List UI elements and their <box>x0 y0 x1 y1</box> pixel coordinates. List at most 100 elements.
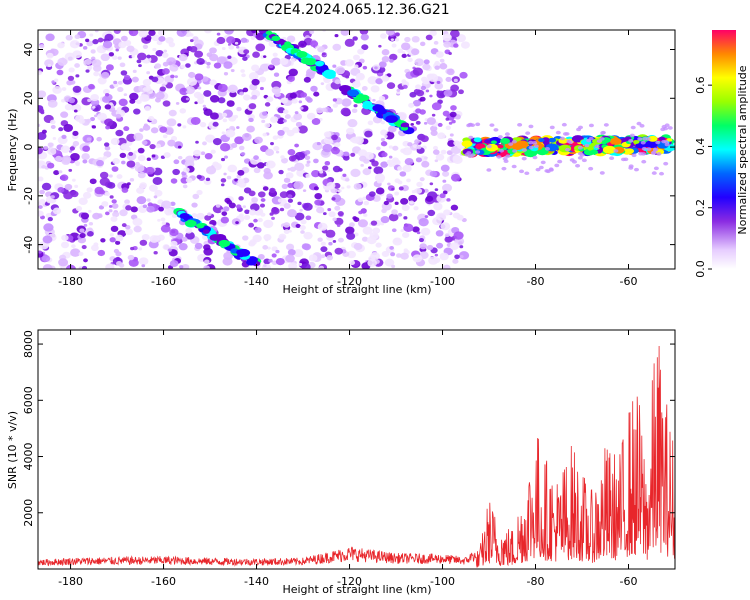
spectrogram-blob <box>228 45 235 50</box>
spectrogram-halo-blob <box>554 163 560 168</box>
spectrogram-feature-blob <box>587 146 594 151</box>
spectrogram-blob <box>72 85 82 93</box>
spectrogram-blob <box>90 244 99 252</box>
spectrogram-halo-blob <box>613 149 619 153</box>
spectrogram-blob <box>38 132 47 140</box>
spectrogram-blob <box>311 117 321 126</box>
spectrogram-blob <box>132 217 143 227</box>
spectrogram-blob <box>165 212 170 216</box>
spectrogram-blob <box>288 68 298 77</box>
spectrogram-blob <box>352 36 358 41</box>
spectrogram-blob <box>185 231 195 240</box>
spectrogram-blob <box>391 209 398 215</box>
spectrogram-halo-blob <box>486 144 492 149</box>
spectrogram-blob <box>135 99 142 105</box>
spectrogram-blob <box>129 31 134 35</box>
spectrogram-blob <box>266 96 274 103</box>
x-tick-label: -100 <box>430 275 455 288</box>
spectrogram-blob <box>47 162 55 169</box>
snr-line-layer <box>38 345 675 568</box>
spectrogram-blob <box>419 109 426 115</box>
spectrogram-blob <box>81 153 90 161</box>
spectrogram-blob <box>420 85 427 91</box>
spectrogram-blob <box>253 167 261 174</box>
spectrogram-blob <box>68 67 75 73</box>
spectrogram-blob <box>331 147 340 155</box>
spectrogram-blob <box>390 38 395 42</box>
spectrogram-blob <box>116 260 123 266</box>
spectrogram-blob <box>196 174 202 180</box>
spectrogram-blob <box>151 76 159 83</box>
spectrogram-blob <box>294 111 299 115</box>
spectrogram-blob <box>148 30 156 36</box>
spectrogram-blob <box>193 149 202 157</box>
spectrogram-blob <box>301 243 310 250</box>
spectrogram-blob <box>334 79 341 85</box>
spectrogram-blob <box>240 152 246 156</box>
spectrogram-halo-blob <box>599 137 605 141</box>
spectrogram-blob <box>427 209 436 217</box>
spectrogram-blob <box>89 178 97 185</box>
spectrogram-blob <box>161 221 167 226</box>
spectrogram-blob <box>70 248 81 257</box>
spectrogram-blob <box>204 214 212 221</box>
spectrogram-blob <box>256 162 265 169</box>
spectrogram-blob <box>432 145 439 151</box>
spectrogram-blob <box>259 63 270 72</box>
spectrogram-blob <box>259 203 266 208</box>
spectrogram-blob <box>419 177 425 182</box>
spectrogram-blob <box>293 113 303 121</box>
spectrogram-blob <box>342 173 347 178</box>
spectrogram-blob <box>367 76 378 85</box>
spectrogram-blob <box>98 205 105 210</box>
spectrogram-blob <box>251 64 260 72</box>
spectrogram-blob <box>271 207 280 215</box>
spectrogram-blob <box>52 86 62 94</box>
spectrogram-blob <box>432 149 440 155</box>
spectrogram-blob <box>458 251 470 260</box>
spectrogram-blob <box>102 88 110 95</box>
spectrogram-blob <box>133 108 141 115</box>
spectrogram-halo-blob <box>581 158 587 163</box>
spectrogram-halo-blob <box>636 121 642 126</box>
spectrogram-blob <box>137 154 146 162</box>
spectrogram-blob <box>252 234 262 243</box>
spectrogram-blob <box>185 97 190 101</box>
spectrogram-blob <box>278 169 284 175</box>
spectrogram-blob <box>206 65 211 69</box>
spectrogram-blob <box>401 204 410 211</box>
spectrogram-blob <box>278 233 287 240</box>
spectrogram-blob <box>200 151 206 156</box>
spectrogram-blob <box>131 55 135 58</box>
spectrogram-blob <box>172 168 180 176</box>
spectrogram-blob <box>283 203 291 209</box>
spectrogram-blob <box>251 94 258 100</box>
spectrogram-blob <box>243 94 251 101</box>
spectrogram-halo-blob <box>517 123 523 127</box>
spectrogram-blob <box>380 120 386 125</box>
spectrogram-blob <box>175 101 180 105</box>
spectrogram-blob <box>279 57 289 66</box>
spectrogram-blob <box>264 102 271 107</box>
spectrogram-blob <box>38 250 42 254</box>
spectrogram-blob <box>236 126 240 129</box>
spectrogram-blob <box>362 168 372 176</box>
spectrogram-blob <box>445 117 450 121</box>
spectrogram-blob <box>389 53 398 61</box>
spectrogram-blob <box>203 265 210 269</box>
spectrogram-halo-blob <box>508 142 514 146</box>
spectrogram-halo-blob <box>577 156 583 160</box>
spectrogram-blob <box>271 216 275 220</box>
spectrogram-blob <box>372 227 381 234</box>
spectrogram-blob <box>257 191 266 198</box>
spectrogram-halo-blob <box>588 136 594 141</box>
spectrogram-blob <box>91 125 96 129</box>
spectrogram-blob <box>179 265 184 269</box>
spectrogram-blob <box>442 170 450 177</box>
spectrogram-blob <box>86 187 93 193</box>
spectrogram-blob <box>112 55 118 60</box>
spectrogram-blob <box>38 176 44 182</box>
spectrogram-blob <box>412 99 421 107</box>
spectrogram-blob <box>190 116 201 125</box>
spectrogram-blob <box>159 126 168 133</box>
